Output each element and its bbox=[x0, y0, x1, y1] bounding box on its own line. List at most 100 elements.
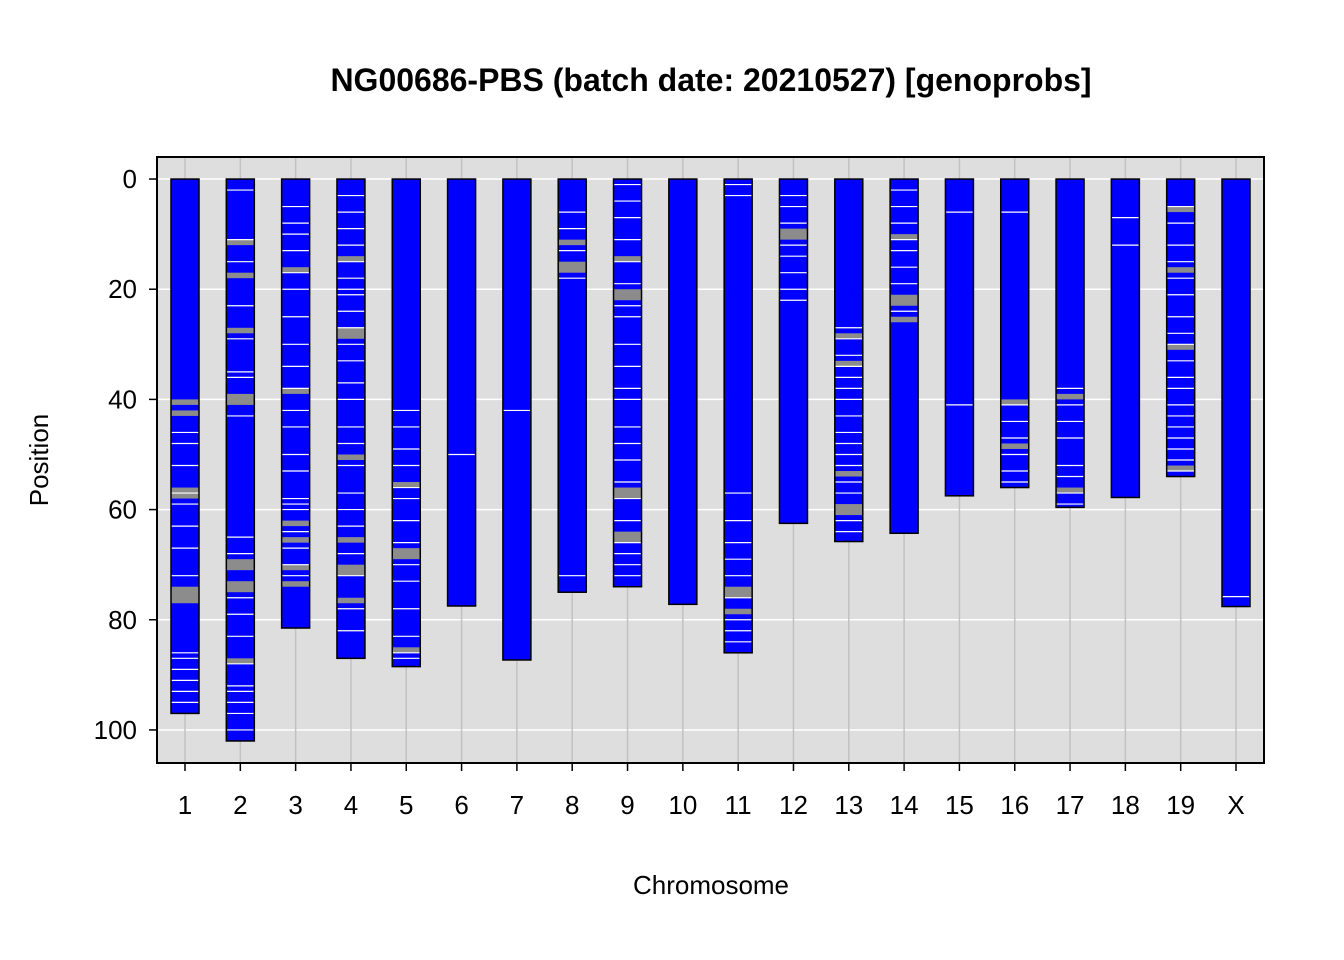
y-axis: 0 20 40 60 80 100 bbox=[94, 164, 157, 745]
chromosome-outline bbox=[1055, 178, 1085, 509]
x-tick-label: 4 bbox=[344, 790, 358, 820]
gray-band bbox=[226, 272, 255, 279]
chromosome-5 bbox=[391, 178, 422, 668]
chromosome-body bbox=[613, 179, 642, 587]
chromosome-outline bbox=[668, 178, 698, 606]
gray-band bbox=[1166, 206, 1195, 213]
chromosome-6 bbox=[446, 178, 477, 607]
y-tick-label: 0 bbox=[123, 164, 137, 194]
chromosome-outline bbox=[170, 178, 200, 715]
gray-band bbox=[1056, 393, 1085, 400]
chromosome-outline bbox=[1221, 178, 1251, 608]
gray-band bbox=[834, 471, 863, 477]
chromosome-outline bbox=[1165, 178, 1196, 478]
chromosome-X bbox=[1221, 178, 1251, 608]
x-axis: 1 2 3 4 5 6 7 8 9 10 11 12 13 14 15 16 17 18 19 X bbox=[178, 763, 1245, 820]
y-tick-label: 60 bbox=[108, 495, 137, 525]
gray-band bbox=[226, 327, 255, 334]
chromosome-outline bbox=[612, 178, 643, 588]
gray-band bbox=[392, 647, 421, 653]
y-axis-label: Position bbox=[24, 414, 54, 507]
x-tick-label: 9 bbox=[620, 790, 634, 820]
chromosome-outline bbox=[280, 178, 311, 629]
gray-band bbox=[281, 564, 310, 571]
chromosome-outline bbox=[557, 178, 587, 593]
x-tick-label: 2 bbox=[233, 790, 247, 820]
gray-band bbox=[281, 520, 310, 527]
x-axis-label: Chromosome bbox=[633, 870, 789, 900]
x-tick-label: 13 bbox=[834, 790, 863, 820]
gray-band bbox=[336, 327, 365, 339]
gray-band bbox=[1000, 399, 1029, 405]
chromosome-19 bbox=[1165, 178, 1196, 478]
chromosome-outline bbox=[999, 178, 1030, 489]
chromosome-outline bbox=[1110, 178, 1141, 499]
chromosome-7 bbox=[502, 178, 532, 661]
chromosome-body bbox=[171, 179, 199, 714]
gray-band bbox=[890, 234, 919, 240]
x-tick-label: 18 bbox=[1111, 790, 1140, 820]
gray-band bbox=[890, 316, 919, 323]
gray-band bbox=[1000, 443, 1029, 449]
gray-band bbox=[558, 261, 587, 273]
chromosome-4 bbox=[336, 178, 366, 660]
gray-band bbox=[226, 559, 255, 571]
chromosome-outline bbox=[446, 178, 477, 607]
x-tick-label: 11 bbox=[725, 790, 752, 820]
chromosome-2 bbox=[225, 178, 256, 742]
x-tick-label: 17 bbox=[1056, 790, 1085, 820]
gray-band bbox=[171, 586, 199, 604]
chromosome-body bbox=[890, 179, 919, 534]
chromosome-body bbox=[724, 179, 753, 653]
gray-band bbox=[1166, 465, 1195, 472]
chromosome-outline bbox=[723, 178, 753, 654]
plot-background bbox=[157, 157, 1264, 763]
gray-band bbox=[724, 586, 753, 598]
chromosome-outline bbox=[502, 178, 532, 661]
x-tick-label: 3 bbox=[288, 790, 302, 820]
gray-band bbox=[226, 239, 255, 246]
chromosome-outline bbox=[336, 178, 366, 660]
y-tick-label: 40 bbox=[108, 384, 137, 414]
plot-frame bbox=[156, 156, 1265, 764]
gray-band bbox=[613, 289, 642, 301]
gray-band bbox=[558, 239, 587, 246]
y-tick-label: 100 bbox=[94, 715, 137, 745]
chromosome-body bbox=[945, 179, 974, 496]
gray-band bbox=[171, 399, 199, 405]
x-tick-label: 12 bbox=[779, 790, 808, 820]
gray-band bbox=[336, 564, 365, 576]
chromosome-14 bbox=[889, 178, 919, 535]
gray-band bbox=[724, 608, 753, 615]
x-tick-label: 10 bbox=[668, 790, 697, 820]
gray-band bbox=[1056, 487, 1085, 494]
chromosome-18 bbox=[1110, 178, 1141, 499]
gray-band bbox=[1166, 267, 1195, 273]
gray-band bbox=[281, 388, 310, 394]
gray-band bbox=[171, 410, 199, 416]
gray-band bbox=[1166, 344, 1195, 350]
chromosome-outline bbox=[889, 178, 919, 535]
x-tick-label: 1 bbox=[178, 790, 192, 820]
x-tick-label: X bbox=[1227, 790, 1244, 820]
gray-band bbox=[226, 393, 255, 405]
chromosome-body bbox=[336, 179, 365, 659]
gray-band bbox=[281, 267, 310, 273]
gray-band bbox=[890, 294, 919, 306]
chromosome-body bbox=[447, 179, 476, 606]
gray-band bbox=[226, 581, 255, 593]
chromosome-body bbox=[1000, 179, 1029, 488]
gray-band bbox=[336, 454, 365, 460]
x-tick-label: 15 bbox=[945, 790, 974, 820]
gray-band bbox=[834, 360, 863, 367]
chromosome-15 bbox=[944, 178, 975, 497]
gray-band bbox=[336, 537, 365, 543]
chromosome-body bbox=[558, 179, 587, 593]
chromosome-9 bbox=[612, 178, 643, 588]
chromosome-bars bbox=[170, 178, 1251, 742]
chromosome-outline bbox=[225, 178, 256, 742]
chromosome-body bbox=[668, 179, 697, 605]
chromosome-outline bbox=[944, 178, 975, 497]
gray-band bbox=[392, 482, 421, 488]
